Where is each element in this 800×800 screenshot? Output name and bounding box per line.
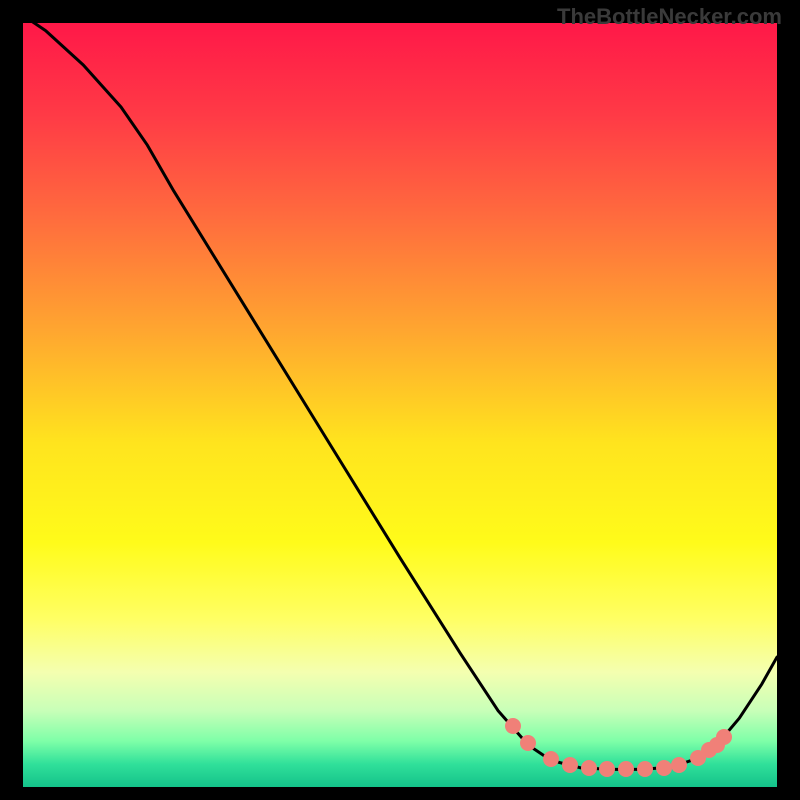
data-marker — [716, 729, 732, 745]
data-marker — [599, 761, 615, 777]
plot-area — [23, 23, 777, 787]
data-marker — [671, 757, 687, 773]
watermark-text: TheBottleNecker.com — [557, 4, 782, 30]
data-marker — [505, 718, 521, 734]
data-marker — [618, 761, 634, 777]
data-marker — [637, 761, 653, 777]
data-marker — [562, 757, 578, 773]
markers-layer — [23, 23, 777, 787]
data-marker — [656, 760, 672, 776]
data-marker — [581, 760, 597, 776]
data-marker — [543, 751, 559, 767]
data-marker — [520, 735, 536, 751]
